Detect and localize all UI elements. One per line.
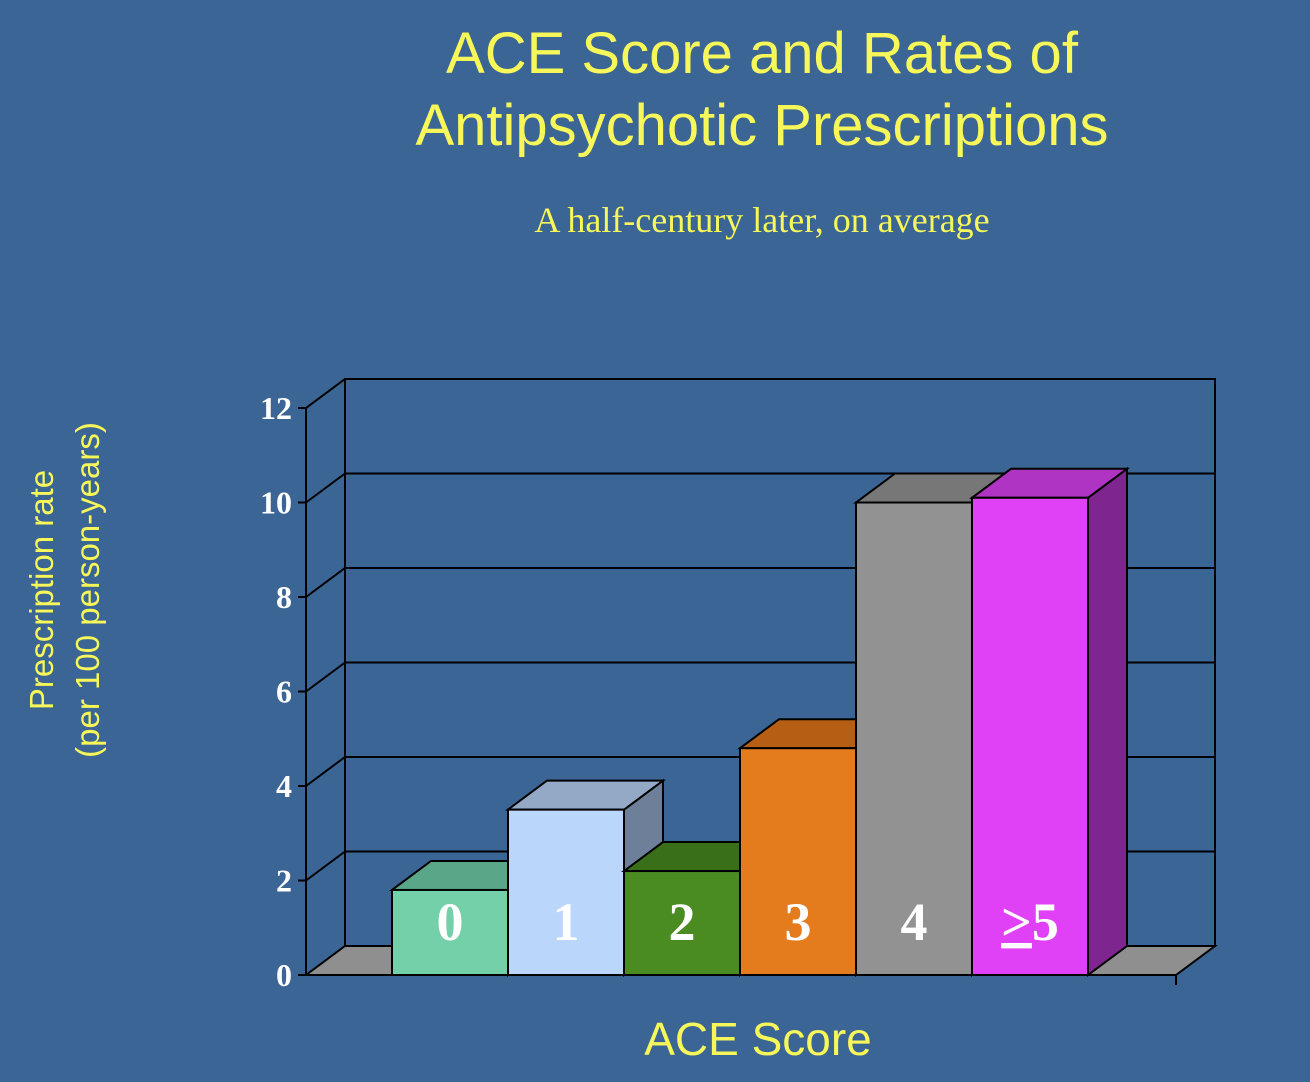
gridline-diag-8 — [305, 567, 346, 598]
gridline-diag-10 — [305, 472, 346, 504]
chart-title-line-2: Antipsychotic Prescriptions — [415, 93, 1109, 158]
bar-side-5 — [1087, 466, 1128, 977]
category-label-3: 3 — [785, 892, 812, 952]
gridline-diag-2 — [305, 850, 346, 882]
bar-3 — [739, 747, 857, 977]
y-tick-label-10: 10 — [260, 485, 292, 521]
gridline-diag-12 — [305, 378, 346, 409]
gridline-diag-6 — [305, 661, 346, 693]
category-label-5: >5 — [1001, 892, 1059, 952]
category-label-0: 0 — [437, 892, 464, 952]
y-tick-label-6: 6 — [276, 674, 292, 710]
y-tick-label-0: 0 — [276, 957, 292, 993]
chart-subtitle: A half-century later, on average — [534, 200, 990, 240]
y-tick-label-2: 2 — [276, 863, 292, 899]
y-tick-label-4: 4 — [276, 768, 292, 804]
x-axis-label: ACE Score — [644, 1013, 872, 1065]
bar-4 — [855, 501, 973, 976]
gridline-diag-4 — [305, 756, 346, 787]
category-label-2: 2 — [669, 892, 696, 952]
bar-5 — [971, 496, 1089, 976]
chart-title-line-1: ACE Score and Rates of — [446, 21, 1078, 86]
y-tick-label-8: 8 — [276, 579, 292, 615]
y-tick-label-12: 12 — [260, 390, 292, 426]
chart-title: ACE Score and Rates of Antipsychotic Pre… — [300, 18, 1224, 162]
category-label-4: 4 — [901, 892, 928, 952]
category-label-1: 1 — [553, 892, 580, 952]
